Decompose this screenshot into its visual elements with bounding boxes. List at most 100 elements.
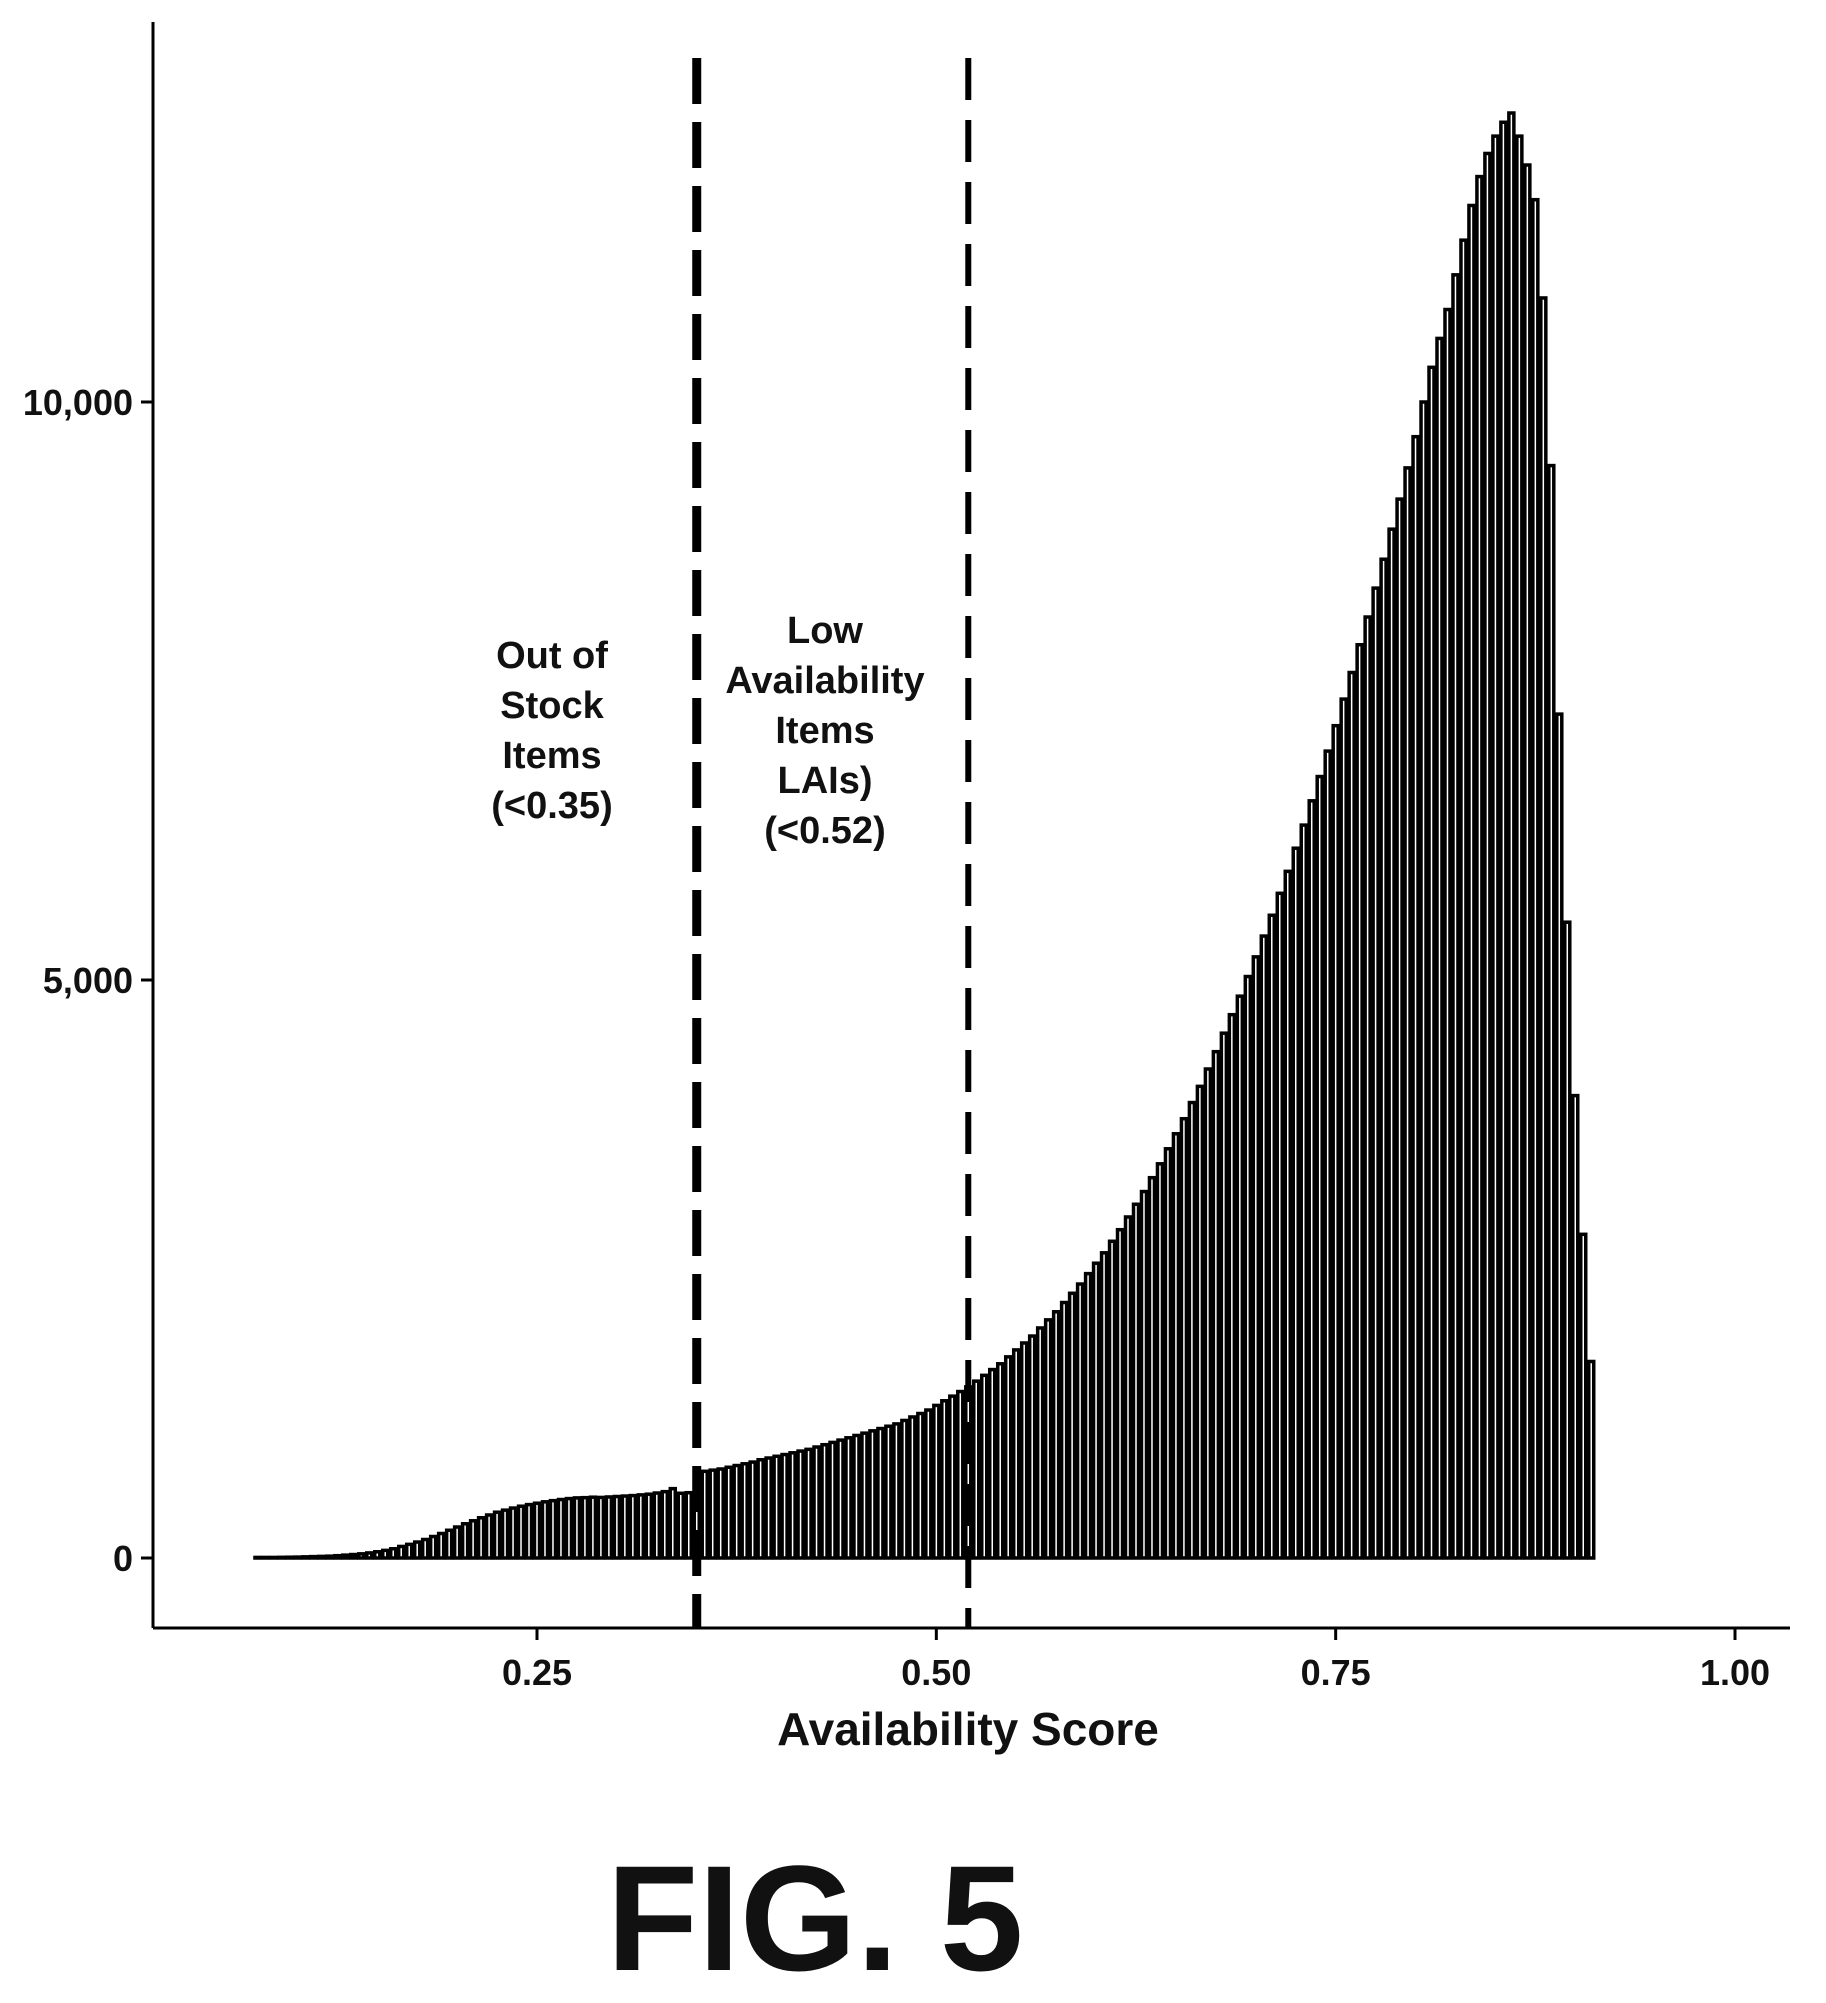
histogram-bar xyxy=(1059,1300,1069,1560)
histogram-bar xyxy=(1243,974,1253,1560)
histogram-bar xyxy=(604,1495,614,1560)
histogram-bar xyxy=(668,1486,678,1560)
y-tick-label: 10,000 xyxy=(23,382,133,423)
histogram-bar xyxy=(652,1491,662,1560)
annotation-line: Items xyxy=(775,710,874,752)
histogram-bar xyxy=(1579,1232,1588,1560)
histogram-bar xyxy=(1403,466,1412,1560)
histogram-bar xyxy=(932,1403,941,1560)
histogram-bar xyxy=(940,1399,949,1560)
histogram-bar xyxy=(460,1522,470,1560)
histogram-bar xyxy=(868,1429,877,1560)
x-tick-label: 0.75 xyxy=(1301,1652,1371,1693)
histogram-bar xyxy=(1339,697,1348,1560)
histogram-bar xyxy=(780,1452,789,1560)
histogram-bar xyxy=(1147,1175,1157,1560)
histogram-bar xyxy=(428,1534,438,1560)
histogram-bar xyxy=(1475,174,1484,1560)
histogram-bar xyxy=(285,1555,294,1560)
histogram-bar xyxy=(660,1489,670,1560)
histogram-bar xyxy=(1075,1282,1085,1560)
x-tick-label: 0.25 xyxy=(502,1652,572,1693)
histogram-bar xyxy=(452,1525,462,1560)
histogram-bar xyxy=(468,1519,478,1560)
histogram-bar xyxy=(404,1542,414,1560)
histogram-bar xyxy=(764,1456,773,1560)
axis-ticks: 0.25 0.50 0.75 1.00 0 5,000 10,000 xyxy=(23,382,1770,1693)
annotation-line: Out of xyxy=(496,635,608,677)
histogram-bar xyxy=(636,1493,646,1560)
histogram-bar xyxy=(492,1510,502,1560)
histogram-bar xyxy=(1219,1031,1229,1560)
histogram-bar xyxy=(1099,1251,1109,1560)
y-tick-label: 5,000 xyxy=(43,960,133,1001)
histogram-bar xyxy=(317,1554,326,1560)
histogram-bar xyxy=(1355,643,1364,1560)
histogram-bar xyxy=(995,1362,1005,1560)
histogram-bar xyxy=(716,1467,725,1560)
histogram-bar xyxy=(956,1389,965,1560)
histogram-bar xyxy=(333,1553,342,1560)
x-axis-title: Availability Score xyxy=(777,1703,1159,1755)
histogram-bar xyxy=(620,1494,630,1560)
histogram-bar xyxy=(1275,891,1285,1560)
histogram-bar xyxy=(916,1411,925,1560)
histogram-bar xyxy=(1323,749,1332,1560)
histogram-bar xyxy=(1139,1189,1149,1560)
histogram-bar xyxy=(988,1367,997,1560)
histogram-bar xyxy=(1251,955,1261,1560)
histogram-bar xyxy=(1019,1341,1029,1560)
histogram-bar xyxy=(772,1454,781,1560)
histogram-bar xyxy=(500,1508,510,1560)
histogram-bar xyxy=(1291,846,1300,1560)
histogram-bar xyxy=(476,1516,486,1560)
histogram-bar xyxy=(1443,307,1452,1560)
histogram-bar xyxy=(420,1537,430,1560)
histogram-bar xyxy=(1123,1215,1133,1560)
histogram-bar xyxy=(796,1449,805,1560)
histogram-bar xyxy=(1203,1067,1213,1560)
histogram-bar xyxy=(1067,1291,1077,1560)
annotation-line: Availability xyxy=(725,660,924,702)
histogram-bar xyxy=(484,1513,494,1560)
axes xyxy=(151,22,1790,1630)
histogram-bar xyxy=(1499,120,1508,1560)
histogram-bar xyxy=(309,1554,318,1560)
histogram-bar xyxy=(1163,1147,1173,1560)
histogram-bar xyxy=(1427,365,1436,1560)
annotation-line: Stock xyxy=(500,685,604,727)
histogram-bar xyxy=(828,1440,837,1560)
histogram-bar xyxy=(708,1468,717,1560)
histogram-bar xyxy=(1235,994,1245,1560)
histogram-bar xyxy=(644,1492,654,1560)
histogram-bar xyxy=(349,1552,358,1560)
histogram-bar xyxy=(1051,1310,1061,1560)
histogram-bar xyxy=(1395,497,1404,1560)
histogram-bar xyxy=(1563,920,1572,1560)
histogram-bar xyxy=(1451,273,1460,1560)
histogram-bar xyxy=(572,1496,582,1560)
histogram-bar xyxy=(556,1497,566,1560)
histogram-bar xyxy=(1555,712,1564,1560)
histogram-bar xyxy=(1187,1100,1197,1560)
histogram-bar xyxy=(436,1531,446,1560)
histogram-bar xyxy=(1307,799,1316,1560)
histogram-bar xyxy=(596,1495,606,1560)
histogram-bar xyxy=(1259,934,1269,1560)
histogram-bar xyxy=(964,1385,973,1560)
histogram-bar xyxy=(1267,913,1277,1560)
histogram-bar xyxy=(1083,1271,1093,1560)
histogram-bar xyxy=(948,1394,957,1560)
histogram-bar xyxy=(253,1555,262,1560)
histogram-bar xyxy=(588,1495,598,1560)
threshold-lines xyxy=(692,58,972,1628)
annotation-line: Low xyxy=(787,610,863,652)
annotation-line: (<0.35) xyxy=(491,785,612,827)
histogram-bar xyxy=(277,1555,286,1560)
histogram-bar xyxy=(1091,1261,1101,1560)
histogram-bar xyxy=(325,1554,334,1560)
histogram-bar xyxy=(373,1550,382,1560)
histogram-bar xyxy=(524,1502,534,1560)
annotation-low-availability: Low Availability Items LAIs) (<0.52) xyxy=(725,610,924,852)
histogram-bar xyxy=(876,1426,885,1560)
